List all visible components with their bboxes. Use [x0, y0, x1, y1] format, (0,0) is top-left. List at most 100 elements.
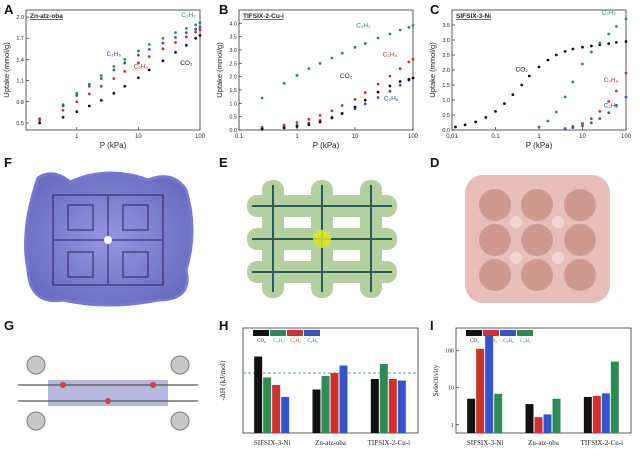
bar [388, 379, 397, 433]
y-tick-label: 0.5 [229, 115, 237, 121]
x-axis-label: P (kPa) [526, 141, 553, 150]
legend-swatch [466, 330, 482, 336]
bar [476, 348, 485, 433]
data-point [614, 25, 618, 28]
panel-label-g: G [4, 318, 15, 333]
data-point [614, 104, 618, 107]
x-tick-label: 100 [195, 134, 206, 140]
data-point [598, 117, 602, 120]
chart-title: Zn-atz-oba [30, 13, 63, 20]
data-point [75, 110, 79, 114]
data-point [407, 77, 411, 81]
chart-title: SIFSIX-3-Ni [456, 13, 491, 20]
y-axis-label: Selectivity [431, 364, 440, 396]
category-label: TIFSIX-2-Cu-i [581, 439, 623, 447]
bar [610, 361, 619, 433]
data-point [161, 59, 165, 63]
y-tick-label: 1 [451, 423, 454, 429]
data-point [363, 102, 367, 106]
y-axis-label: -ΔH (kJ/mol) [218, 360, 227, 401]
legend-label: CO₂ [470, 339, 479, 344]
data-point [112, 91, 116, 95]
selectivity-bar-chart: CO₂C₂H₄C₂H₆C₂H₂110100SelectivitySIFSIX-3… [431, 327, 632, 447]
series-annotation: C₂H₂ [356, 22, 371, 29]
chart-title: TIFSIX-2-Cu-i [243, 13, 284, 20]
bar [494, 393, 503, 433]
data-point [184, 35, 188, 39]
bar [330, 373, 339, 433]
y-axis-label: Uptake (mmol/g) [2, 42, 11, 98]
data-point [511, 93, 515, 96]
data-point [61, 104, 65, 108]
data-point [87, 82, 91, 86]
x-tick-label: 1 [295, 134, 299, 140]
data-point [136, 49, 140, 53]
data-point [75, 100, 79, 104]
bar [281, 397, 290, 433]
data-point [194, 30, 198, 34]
data-point [75, 94, 79, 97]
data-point [411, 24, 415, 27]
data-point [136, 53, 140, 57]
data-point [61, 115, 65, 119]
data-point [87, 104, 91, 108]
data-point [407, 25, 411, 29]
x-axis-label: P (kPa) [313, 141, 340, 150]
y-tick-label: 0.0 [229, 128, 237, 134]
series-annotation: C₂H₆ [384, 96, 399, 103]
data-point [353, 45, 357, 49]
data-point [75, 91, 79, 95]
data-point [571, 126, 575, 129]
data-point [295, 121, 299, 124]
panel-label-c: C [430, 2, 440, 17]
structure-sifsix-3-ni-image [465, 175, 610, 303]
data-point [123, 70, 127, 73]
legend-label: C₂H₆ [307, 339, 318, 344]
x-tick-label: 0.1 [235, 134, 244, 140]
data-point [307, 117, 311, 121]
data-point [184, 26, 188, 30]
isotherm-chart-tifsix-2-cu-i: TIFSIX-2-Cu-i 0.1 1 10 100 0.0 0.5 1.0 1.5 2.0 2.5… [215, 9, 419, 150]
data-point [353, 97, 357, 101]
data-point [388, 84, 392, 88]
data-point [161, 47, 165, 51]
bar [525, 404, 534, 433]
data-point [554, 53, 558, 57]
y-tick-label: 3.0 [442, 38, 450, 44]
data-point [546, 58, 550, 62]
y-tick-label: 1.1 [16, 79, 24, 85]
bar [397, 380, 406, 433]
data-point [581, 122, 584, 125]
data-point [198, 21, 202, 25]
data-point [624, 17, 628, 21]
y-tick-label: 10 [448, 386, 454, 392]
bar [534, 417, 543, 433]
data-point [307, 123, 311, 127]
panel-label-f: F [4, 155, 12, 170]
x-axis-label: P (kPa) [100, 141, 127, 150]
data-point [589, 117, 593, 120]
y-tick-label: 1.5 [229, 88, 237, 94]
data-point [607, 111, 611, 114]
data-point [598, 110, 602, 113]
data-point [411, 76, 415, 80]
data-point [38, 121, 42, 125]
data-point [546, 119, 550, 123]
data-point [340, 104, 344, 107]
panel-label-d: D [430, 155, 440, 170]
data-point [571, 80, 575, 84]
bar [601, 393, 610, 433]
series-annotation: C₂H₂ [601, 10, 616, 17]
panel-label-b: B [219, 2, 229, 17]
data-point [571, 47, 575, 51]
y-tick-label: 100 [445, 348, 454, 354]
category-label: SIFSIX-3-Ni [467, 439, 504, 447]
data-point [174, 31, 177, 34]
data-point [194, 27, 198, 31]
data-point [330, 116, 334, 120]
data-point [174, 50, 177, 54]
data-point [295, 73, 299, 77]
data-point [589, 44, 593, 48]
data-point [330, 109, 334, 113]
data-point [147, 48, 151, 51]
